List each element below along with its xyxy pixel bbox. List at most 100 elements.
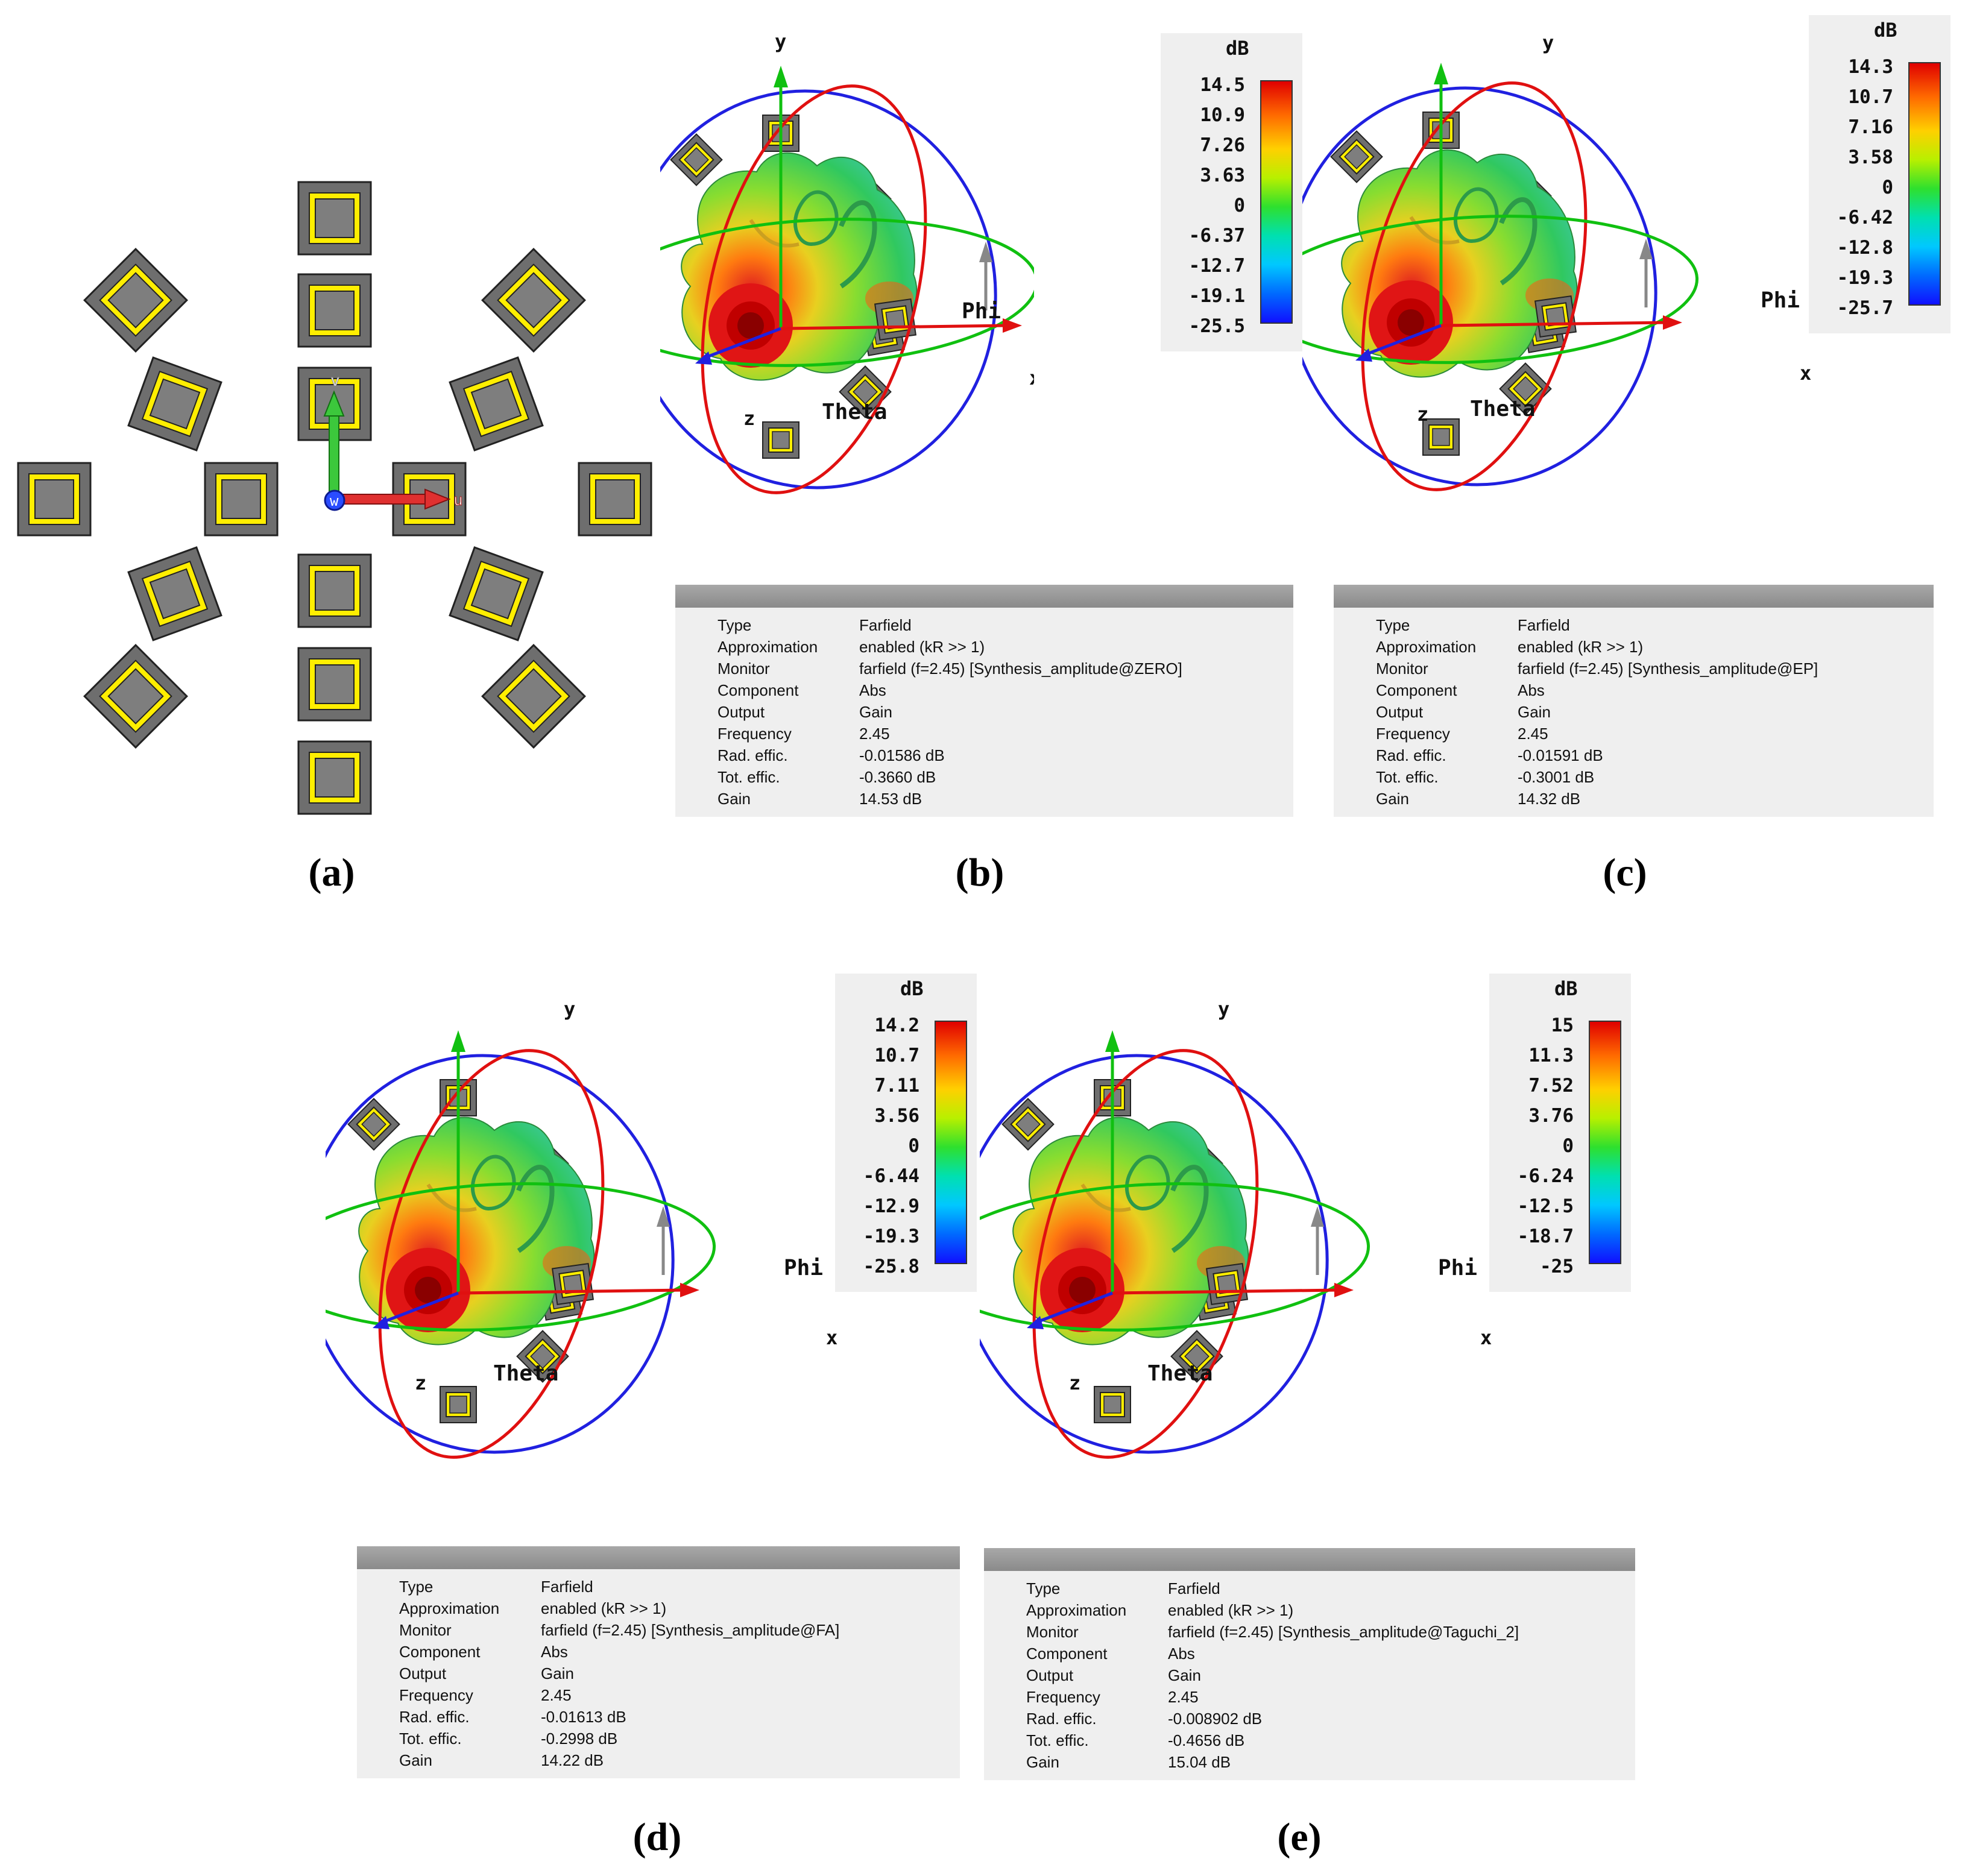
patch-element — [297, 181, 372, 256]
patch-element — [204, 462, 279, 537]
scale-tick: -19.1 — [1188, 285, 1245, 307]
phi-label: Phi — [962, 299, 1001, 324]
patch-element — [297, 740, 372, 815]
scale-tick: 3.56 — [874, 1105, 919, 1127]
farfield-info-table-e: Type Farfield Approximation enabled (kR >>… — [984, 1548, 1635, 1780]
color-bar — [1260, 80, 1293, 324]
z-axis-label: z — [1069, 1371, 1080, 1394]
phi-label: Phi — [1761, 288, 1800, 313]
patch-element — [449, 356, 544, 452]
farfield-info-table-d: Type Farfield Approximation enabled (kR >>… — [357, 1546, 960, 1778]
farfield-info-table-b: Type Farfield Approximation enabled (kR >>… — [675, 585, 1293, 817]
color-scale-b: dB 14.5 10.9 7.26 3.63 0 -6.37 -12.7 -19… — [1161, 33, 1302, 351]
phi-label: Phi — [784, 1256, 823, 1280]
y-axis-label: y — [1542, 31, 1554, 54]
patch-element — [297, 273, 372, 348]
table-header-bar — [1334, 585, 1934, 608]
table-header-bar — [675, 585, 1293, 608]
z-axis-label: z — [1417, 403, 1428, 426]
scale-tick: -25.7 — [1837, 297, 1893, 319]
patch-element — [481, 644, 586, 749]
u-axis-label: u — [453, 491, 463, 509]
z-axis-label: z — [743, 407, 755, 430]
scale-tick: -12.8 — [1837, 237, 1893, 259]
scale-unit: dB — [1226, 37, 1249, 60]
w-axis-label: w — [330, 493, 339, 509]
patch-element — [449, 546, 544, 641]
color-bar — [935, 1021, 967, 1264]
scale-tick: 3.63 — [1200, 165, 1245, 186]
scale-tick: 10.9 — [1200, 104, 1245, 126]
scale-tick: 0 — [908, 1135, 919, 1157]
table-header-bar — [984, 1548, 1635, 1571]
color-scale-e: dB 15 11.3 7.52 3.76 0 -6.24 -12.5 -18.7… — [1489, 974, 1631, 1292]
x-axis-label: x — [1800, 362, 1811, 385]
scale-tick: 10.7 — [874, 1045, 919, 1066]
caption-d: (d) — [632, 1815, 682, 1859]
array-layout-diagram: v u w — [17, 181, 652, 815]
scale-tick: 14.5 — [1200, 74, 1245, 96]
scale-tick: -25 — [1540, 1256, 1574, 1277]
scale-tick: 0 — [1562, 1135, 1574, 1157]
scale-tick: 10.7 — [1848, 86, 1893, 108]
y-axis-label: y — [775, 30, 786, 53]
scale-unit: dB — [1554, 977, 1578, 1000]
scale-tick: -12.5 — [1517, 1195, 1574, 1217]
scale-tick: -25.8 — [863, 1256, 919, 1277]
table-header-bar — [357, 1546, 960, 1569]
theta-label: Theta — [1147, 1361, 1213, 1386]
patch-element — [578, 462, 652, 537]
scale-tick: 15 — [1551, 1015, 1574, 1036]
scale-tick: 14.3 — [1848, 56, 1893, 78]
scale-tick: -12.9 — [863, 1195, 919, 1217]
w-axis-dot — [324, 489, 345, 511]
scale-tick: 7.11 — [874, 1075, 919, 1097]
caption-b: (b) — [955, 851, 1004, 895]
scale-tick: 7.26 — [1200, 134, 1245, 156]
z-axis-label: z — [415, 1371, 426, 1394]
farfield-3d-plot-b: y x z Theta Phi — [660, 24, 1034, 555]
caption-c: (c) — [1603, 851, 1647, 895]
farfield-3d-plot-e: y x z Theta Phi — [980, 989, 1498, 1519]
scale-tick: 11.3 — [1528, 1045, 1574, 1066]
y-axis-label: y — [564, 998, 575, 1021]
scale-tick: 7.52 — [1528, 1075, 1574, 1097]
color-bar — [1589, 1021, 1621, 1264]
phi-label: Phi — [1438, 1256, 1477, 1280]
x-axis-label: x — [1480, 1326, 1492, 1349]
x-axis-label: x — [1029, 367, 1034, 389]
scale-tick: -19.3 — [1837, 267, 1893, 289]
scale-tick: -6.24 — [1517, 1165, 1574, 1187]
scale-tick: 14.2 — [874, 1015, 919, 1036]
scale-tick: -25.5 — [1188, 315, 1245, 337]
scale-tick: -19.3 — [863, 1226, 919, 1247]
v-axis-arrow — [329, 409, 339, 495]
scale-tick: -12.7 — [1188, 255, 1245, 277]
u-axis-arrow — [340, 494, 429, 505]
scale-tick: -6.37 — [1188, 225, 1245, 247]
patch-element — [297, 647, 372, 722]
caption-e: (e) — [1277, 1815, 1322, 1859]
caption-a: (a) — [308, 851, 355, 895]
patch-element — [17, 462, 92, 537]
theta-label: Theta — [1470, 397, 1535, 421]
patch-element — [83, 644, 188, 749]
scale-unit: dB — [900, 977, 924, 1000]
scale-tick: 3.58 — [1848, 146, 1893, 168]
theta-label: Theta — [822, 400, 887, 424]
color-scale-d: dB 14.2 10.7 7.11 3.56 0 -6.44 -12.9 -19… — [835, 974, 977, 1292]
patch-element — [297, 553, 372, 628]
patch-element — [481, 248, 586, 353]
farfield-info-table-c: Type Farfield Approximation enabled (kR >>… — [1334, 585, 1934, 817]
color-scale-c: dB 14.3 10.7 7.16 3.58 0 -6.42 -12.8 -19… — [1809, 15, 1951, 333]
x-axis-label: x — [826, 1326, 837, 1349]
theta-label: Theta — [493, 1361, 558, 1386]
scale-tick: -6.42 — [1837, 207, 1893, 228]
patch-element — [127, 546, 222, 641]
y-axis-label: y — [1218, 998, 1229, 1021]
patch-element — [127, 356, 222, 452]
scale-tick: -18.7 — [1517, 1226, 1574, 1247]
scale-tick: 0 — [1882, 177, 1893, 198]
v-axis-label: v — [330, 372, 340, 390]
color-bar — [1908, 62, 1941, 306]
